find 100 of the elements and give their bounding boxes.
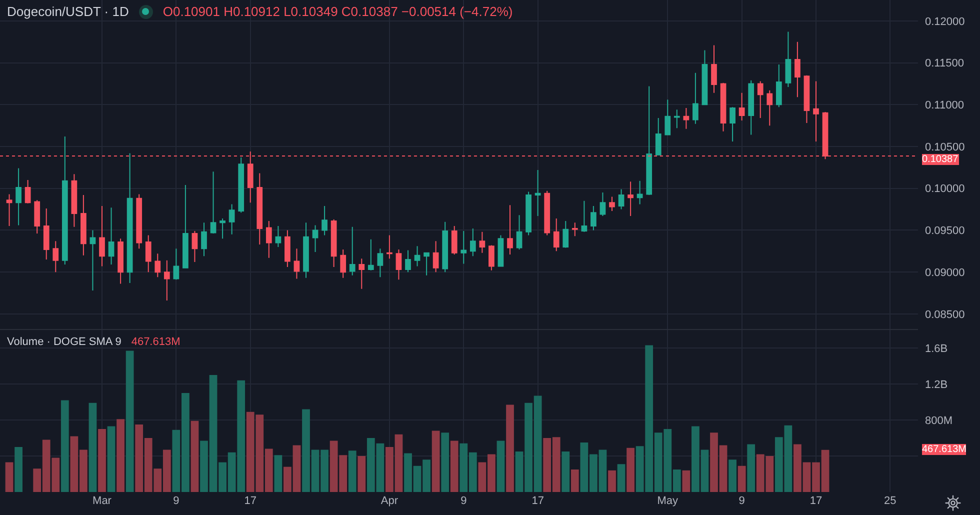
- candlestick: [702, 50, 708, 106]
- bar: [107, 426, 116, 492]
- ref-line-label: 0.10387: [922, 154, 959, 165]
- bar: [88, 402, 97, 492]
- candlestick: [590, 205, 596, 231]
- y-tick-label: 0.08500: [925, 308, 965, 321]
- candlestick: [396, 248, 402, 280]
- candlestick: [646, 86, 652, 196]
- bar: [274, 455, 282, 492]
- candlestick: [405, 250, 411, 273]
- candlestick: [368, 238, 374, 271]
- candlestick: [618, 188, 624, 210]
- candlestick: [182, 184, 188, 268]
- candlestick: [90, 230, 96, 291]
- candlestick: [498, 234, 504, 267]
- candlestick: [16, 168, 22, 226]
- bar: [116, 419, 124, 492]
- candlestick: [553, 218, 560, 252]
- candlestick: [776, 64, 782, 108]
- candlestick: [312, 224, 318, 252]
- candlestick: [516, 214, 522, 250]
- candlestick: [442, 221, 448, 273]
- candlestick: [664, 99, 671, 136]
- x-tick-label: 9: [460, 495, 467, 507]
- candlestick: [322, 205, 328, 236]
- candlestick: [349, 226, 356, 276]
- candlestick: [52, 240, 59, 273]
- candlestick: [470, 228, 476, 257]
- candlestick: [34, 200, 40, 234]
- candlestick: [201, 222, 207, 257]
- chart-title: Dogecoin/USDT · 1D: [7, 4, 129, 19]
- candlestick: [6, 194, 12, 227]
- bar: [747, 444, 756, 492]
- bar: [562, 452, 570, 492]
- candlestick: [720, 82, 726, 132]
- bar: [441, 432, 450, 492]
- bar: [450, 440, 458, 492]
- candlestick: [266, 220, 272, 258]
- candlestick: [256, 172, 263, 245]
- y-tick-label: 1.6B: [925, 342, 948, 355]
- candlestick: [164, 260, 170, 302]
- bar: [496, 440, 505, 492]
- bar: [432, 430, 440, 492]
- candlestick: [785, 31, 792, 88]
- candlestick: [526, 191, 532, 236]
- candlestick: [738, 92, 745, 122]
- candlestick: [71, 174, 78, 228]
- bar: [348, 450, 356, 492]
- bar: [608, 470, 616, 492]
- y-tick-label: 0.10500: [925, 141, 965, 154]
- candlestick: [432, 240, 439, 273]
- candlestick: [108, 207, 114, 266]
- candlestick: [192, 230, 198, 263]
- candlestick: [173, 248, 180, 280]
- bar: [506, 404, 514, 492]
- candlestick: [562, 220, 569, 248]
- candlestick: [275, 226, 282, 248]
- candlestick: [210, 171, 216, 234]
- y-tick-label: 0.12000: [925, 16, 965, 28]
- text: 467.613M: [922, 444, 966, 455]
- candlestick: [534, 169, 541, 216]
- candlestick: [628, 181, 634, 216]
- bar: [98, 429, 106, 492]
- annotation: 467.613M: [131, 336, 180, 348]
- candlestick: [24, 179, 31, 204]
- candlestick: [228, 204, 235, 235]
- candlestick: [424, 252, 430, 276]
- bar: [617, 464, 626, 492]
- candlestick: [118, 238, 124, 284]
- candlestick: [330, 218, 337, 268]
- bar: [5, 462, 14, 492]
- candlestick: [730, 106, 736, 142]
- x-tick-label: 17: [244, 495, 256, 507]
- candlestick: [544, 190, 550, 236]
- y-tick-label: 0.10000: [925, 183, 965, 196]
- y-tick-label: 0.09500: [925, 225, 965, 238]
- y-tick-label: 0.11000: [925, 99, 964, 112]
- candlestick: [340, 248, 346, 278]
- bar: [738, 466, 746, 492]
- candlestick: [794, 41, 800, 98]
- candlestick: [62, 136, 68, 266]
- y-tick-label: 1.2B: [925, 378, 948, 391]
- candlestick: [284, 230, 290, 268]
- bar: [728, 460, 736, 492]
- candlestick: [145, 234, 152, 273]
- x-tick-label: 9: [738, 495, 745, 507]
- candlestick: [303, 222, 309, 278]
- x-tick-label: Mar: [92, 495, 112, 507]
- x-tick-label: 9: [173, 495, 180, 507]
- candlestick: [377, 248, 384, 278]
- bar: [626, 448, 634, 492]
- candlestick: [460, 230, 467, 264]
- candlestick: [99, 205, 105, 267]
- candlestick: [358, 258, 365, 290]
- candlestick: [600, 192, 606, 216]
- y-tick-label: 0.11500: [925, 58, 964, 70]
- candlestick: [220, 218, 226, 240]
- candlestick: [804, 74, 810, 124]
- candlestick: [414, 246, 420, 267]
- candlestick: [636, 180, 643, 205]
